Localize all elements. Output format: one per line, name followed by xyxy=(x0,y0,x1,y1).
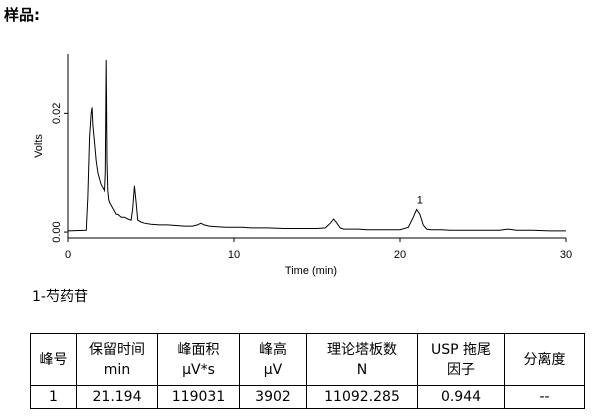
column-header: 峰高 μV xyxy=(239,333,307,386)
table-row: 1 21.194 119031 3902 11092.285 0.944 -- xyxy=(30,385,585,409)
x-ticks: 0 10 20 30 xyxy=(65,238,572,261)
column-header-line: 分离度 xyxy=(523,351,566,368)
column-header: 峰号 xyxy=(30,333,77,386)
y-tick-label: 0.02 xyxy=(51,103,63,124)
column-header-line: 理论塔板数 xyxy=(327,341,397,358)
x-tick-label: 30 xyxy=(560,249,572,261)
table-cell: 11092.285 xyxy=(306,385,418,409)
peak-annotations: 1 xyxy=(417,195,423,207)
column-header: 峰面积 μV*s xyxy=(157,333,240,386)
y-ticks: 0.00 0.02 xyxy=(51,103,68,243)
chromatogram-trace xyxy=(67,59,566,232)
peak-legend: 1-芍药苷 xyxy=(32,289,88,305)
table-header-row: 峰号 保留时间 min 峰面积 μV*s 峰高 μV 理论塔板数 N USP 拖尾 因子 分离度 xyxy=(30,333,585,386)
table-cell: 0.944 xyxy=(417,385,505,409)
column-header-line: 峰面积 xyxy=(177,341,220,358)
column-header-line: μV xyxy=(263,361,283,378)
column-header: USP 拖尾 因子 xyxy=(417,333,505,386)
peak-label: 1 xyxy=(417,195,423,207)
column-header-line: μV*s xyxy=(182,361,215,378)
table-cell: -- xyxy=(504,385,585,409)
chart-axes xyxy=(67,54,566,239)
table-cell: 119031 xyxy=(157,385,240,409)
column-header: 理论塔板数 N xyxy=(306,333,418,386)
x-tick-label: 0 xyxy=(65,249,71,261)
column-header-line: N xyxy=(356,361,368,378)
table-cell: 21.194 xyxy=(76,385,158,409)
column-header-line: 保留时间 xyxy=(89,341,145,358)
sample-heading: 样品: xyxy=(4,6,40,24)
column-header-line: 峰高 xyxy=(259,341,287,358)
column-header-line: min xyxy=(103,361,131,378)
column-header-line: 因子 xyxy=(447,361,475,378)
chromatogram-chart: 0 10 20 30 0.00 0.02 1 Time (min) Volts xyxy=(33,54,572,277)
column-header-line: 峰号 xyxy=(39,351,68,368)
x-axis-label: Time (min) xyxy=(285,265,337,277)
x-tick-label: 10 xyxy=(228,249,240,261)
column-header: 分离度 xyxy=(504,333,585,386)
y-tick-label: 0.00 xyxy=(51,221,63,242)
y-axis-label: Volts xyxy=(33,134,45,158)
table-body: 1 21.194 119031 3902 11092.285 0.944 -- xyxy=(30,385,585,409)
column-header-line: USP 拖尾 xyxy=(430,341,492,358)
column-header: 保留时间 min xyxy=(76,333,158,386)
table-cell: 3902 xyxy=(239,385,307,409)
table-cell: 1 xyxy=(30,385,77,409)
x-tick-label: 20 xyxy=(394,249,406,261)
